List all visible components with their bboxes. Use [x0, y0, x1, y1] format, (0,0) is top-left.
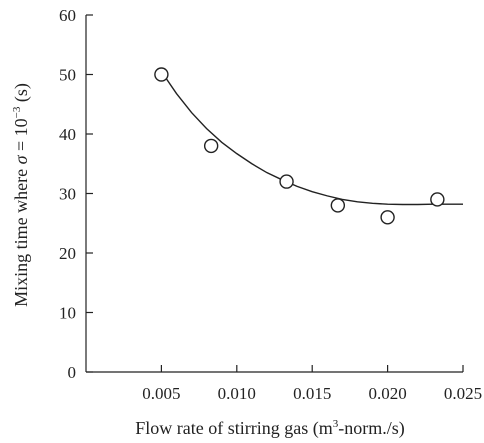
- x-ticks: 0.005 0.010 0.015 0.020 0.025: [142, 365, 482, 403]
- y-ticks: 0 10 20 30 40 50 60: [59, 6, 93, 382]
- y-axis-title-eq: = 10: [11, 118, 31, 155]
- y-tick-label: 30: [59, 185, 76, 204]
- x-axis-title-main: Flow rate of stirring gas (m: [135, 418, 332, 439]
- y-axis-title-main: Mixing time where: [11, 164, 31, 306]
- axes: [85, 15, 463, 373]
- data-point: [279, 174, 294, 189]
- data-point: [203, 138, 219, 154]
- x-tick-label: 0.010: [218, 384, 256, 403]
- x-tick-label: 0.025: [444, 384, 482, 403]
- data-markers: [154, 67, 445, 225]
- fit-curve: [160, 71, 463, 206]
- x-axis-title: Flow rate of stirring gas (m3-norm./s): [135, 418, 404, 439]
- y-tick-label: 20: [59, 244, 76, 263]
- x-tick-label: 0.015: [293, 384, 331, 403]
- y-axis-title-tail: (s): [11, 83, 32, 107]
- y-tick-label: 40: [59, 125, 76, 144]
- y-tick-label: 50: [59, 66, 76, 85]
- y-tick-label: 0: [68, 363, 77, 382]
- data-point: [380, 210, 395, 225]
- x-axis-title-sup: 3: [333, 418, 339, 430]
- y-axis-title-sigma: σ: [11, 154, 31, 164]
- x-axis-title-tail: -norm./s): [338, 418, 405, 439]
- y-axis-title: Mixing time where σ = 10−3 (s): [11, 83, 32, 307]
- y-axis-title-exp: −3: [11, 106, 23, 118]
- x-tick-label: 0.005: [142, 384, 180, 403]
- x-tick-label: 0.020: [368, 384, 406, 403]
- y-tick-label: 10: [59, 304, 76, 323]
- data-point: [330, 198, 346, 213]
- data-point: [154, 67, 169, 82]
- y-tick-label: 60: [59, 6, 76, 25]
- data-point: [430, 192, 445, 207]
